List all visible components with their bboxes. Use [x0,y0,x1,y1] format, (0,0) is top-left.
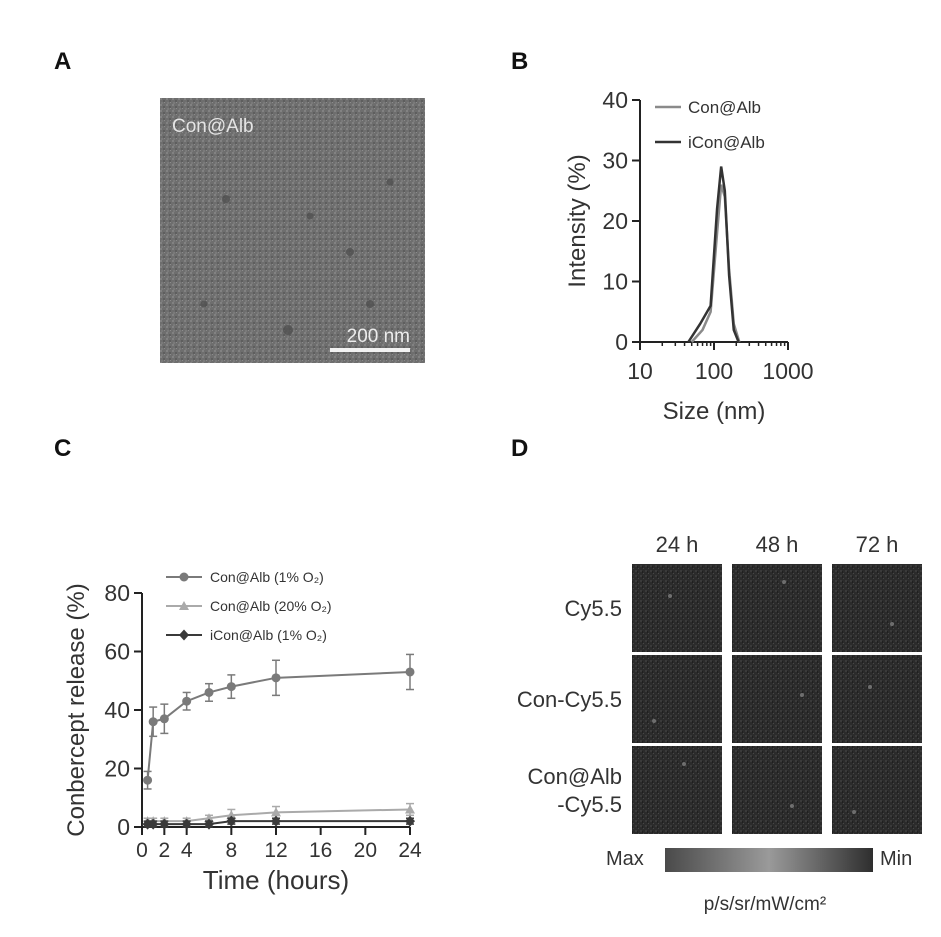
signal-spot [890,622,894,626]
signal-spot [652,719,656,723]
c-legend-marker [180,573,189,582]
c-legend-marker [179,630,189,641]
b-legend-label: iCon@Alb [688,133,765,152]
signal-spot [868,685,872,689]
b-legend-label: Con@Alb [688,98,761,117]
c-x-tick-label: 4 [181,839,193,862]
panel-label-d: D [511,435,528,463]
image-tile [732,746,822,834]
c-y-tick-label: 0 [117,814,130,840]
row-label: Con@Alb [528,764,623,789]
b-x-tick-label: 10 [627,358,653,384]
c-y-tick-label: 20 [104,756,130,782]
c-x-tick-label: 8 [225,839,237,862]
column-header: 24 h [656,532,699,557]
image-tile [632,746,722,834]
c-legend-label: iCon@Alb (1% O₂) [210,627,327,643]
c-x-tick-label: 12 [264,839,287,862]
image-tile [832,655,922,743]
c-y-tick-label: 60 [104,639,130,665]
panel-a-micrograph: Con@Alb 200 nm [160,98,425,363]
micrograph-background [160,98,425,363]
c-data-point [271,816,281,827]
b-x-axis-label: Size (nm) [663,398,766,425]
signal-spot [782,580,786,584]
signal-spot [682,762,686,766]
signal-spot [790,804,794,808]
b-y-tick-label: 0 [615,329,628,355]
c-data-point [272,673,281,682]
image-tile [832,564,922,652]
c-x-tick-label: 0 [136,839,148,862]
c-x-axis-label: Time (hours) [203,865,349,895]
panel-label-a: A [54,48,71,76]
panel-d-imaging-grid: 24 h 48 h 72 h Cy5.5 Con-Cy5.5 Con@Alb -Cy5.5… [480,520,935,925]
row-label: Con-Cy5.5 [517,687,622,712]
c-data-point [182,697,191,706]
panel-b-plot: 0 10 20 30 40 10 100 1000 Size (nm) Intensity (%)… [564,87,814,425]
image-tile [732,564,822,652]
c-y-axis-label: Conbercept release (%) [63,583,90,836]
b-x-tick-label: 1000 [762,358,813,384]
image-tile [632,564,722,652]
c-x-tick-label: 24 [398,839,422,862]
row-label: Cy5.5 [565,596,622,621]
colorbar-min-label: Min [880,848,912,870]
b-y-tick-label: 30 [602,148,628,174]
panel-d-row-labels: Cy5.5 Con-Cy5.5 Con@Alb -Cy5.5 [517,596,622,817]
panel-b-size-chart: 0 10 20 30 40 10 100 1000 Size (nm) Intensity (%)… [555,85,845,430]
c-data-point [160,714,169,723]
image-tile [832,746,922,834]
image-tile [632,655,722,743]
c-series-line-1 [148,672,410,780]
panel-label-c: C [54,435,71,463]
c-x-tick-label: 2 [158,839,170,862]
c-legend-label: Con@Alb (1% O₂) [210,569,324,585]
panel-c-release-chart: 020406080024812162024Time (hours)Conberc… [50,545,430,915]
c-data-point [406,667,415,676]
micrograph-sample-label: Con@Alb [172,116,254,137]
b-y-tick-label: 10 [602,269,628,295]
scale-bar [330,348,410,352]
b-y-tick-label: 40 [602,87,628,113]
scale-bar-label: 200 nm [347,326,410,347]
c-data-point [149,717,158,726]
colorbar-unit: p/s/sr/mW/cm² [704,894,826,915]
c-data-point [227,682,236,691]
column-header: 72 h [856,532,899,557]
colorbar-max-label: Max [606,848,644,870]
row-label: -Cy5.5 [557,792,622,817]
c-x-tick-label: 16 [309,839,332,862]
c-data-point [405,816,415,827]
b-x-tick-label: 100 [695,358,733,384]
column-header: 48 h [756,532,799,557]
signal-spot [852,810,856,814]
c-legend-label: Con@Alb (20% O₂) [210,598,332,614]
panel-d-image-tiles [632,564,922,834]
b-y-tick-label: 20 [602,208,628,234]
c-x-tick-label: 20 [354,839,377,862]
panel-label-b: B [511,48,528,76]
panel-d-column-headers: 24 h 48 h 72 h [656,532,899,557]
b-y-axis-label: Intensity (%) [564,154,591,287]
b-series-line-2 [688,167,738,342]
c-y-tick-label: 80 [104,580,130,606]
signal-spot [668,594,672,598]
image-tile [732,655,822,743]
colorbar-gradient [665,848,873,872]
c-data-point [143,776,152,785]
c-y-tick-label: 40 [104,697,130,723]
colorbar: Max Min p/s/sr/mW/cm² [606,848,912,915]
c-data-point [205,688,214,697]
signal-spot [800,693,804,697]
panel-c-plot: 020406080024812162024Time (hours)Conberc… [63,569,422,895]
